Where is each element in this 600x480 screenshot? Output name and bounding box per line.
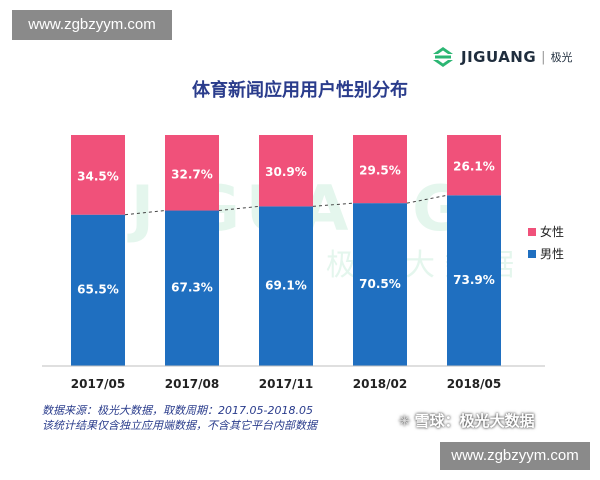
site-watermark-top: www.zgbzyym.com <box>12 10 172 40</box>
data-label-male: 70.5% <box>359 277 401 291</box>
snowball-watermark: ✳ 雪球：极光大数据 <box>398 410 535 431</box>
bar-female <box>165 135 219 211</box>
data-label-female: 29.5% <box>359 163 401 177</box>
data-label-female: 32.7% <box>171 167 213 181</box>
bar-male <box>259 206 313 366</box>
site-watermark-bottom: www.zgbzyym.com <box>440 442 590 470</box>
data-label-male: 73.9% <box>453 273 495 287</box>
x-tick-label: 2017/05 <box>71 377 125 391</box>
bar-female <box>71 135 125 215</box>
snowball-icon: ✳ <box>398 412 411 430</box>
source-line-2: 该统计结果仅含独立应用端数据，不含其它平台内部数据 <box>42 419 317 432</box>
bar-male <box>353 203 407 366</box>
data-label-female: 34.5% <box>77 169 119 183</box>
bar-male <box>71 214 125 366</box>
brand-name: JIGUANG <box>461 48 537 66</box>
x-tick-label: 2017/08 <box>165 377 219 391</box>
bar-male <box>447 195 501 366</box>
brand-cn-name: 极光 <box>550 51 573 64</box>
snowball-watermark-text: 雪球：极光大数据 <box>414 412 535 430</box>
legend-swatch <box>528 250 536 258</box>
bar-male <box>165 210 219 366</box>
legend-label: 男性 <box>540 247 564 261</box>
bar-female <box>353 135 407 204</box>
brand-logo: JIGUANG | 极光 <box>430 42 573 72</box>
x-tick-label: 2018/02 <box>353 377 407 391</box>
legend-label: 女性 <box>540 224 564 239</box>
data-label-female: 26.1% <box>453 159 495 173</box>
x-tick-label: 2018/05 <box>447 377 501 391</box>
jiguang-logo-icon <box>433 47 453 67</box>
data-label-male: 65.5% <box>77 282 119 296</box>
data-label-male: 69.1% <box>265 278 307 292</box>
source-line-1: 数据来源：极光大数据，取数周期：2017.05-2018.05 <box>42 404 313 417</box>
bar-female <box>259 135 313 207</box>
brand-separator: | <box>541 49 546 65</box>
legend-swatch <box>528 228 536 236</box>
x-tick-label: 2017/11 <box>259 377 313 391</box>
source-note: 数据来源：极光大数据，取数周期：2017.05-2018.05 该统计结果仅含独… <box>42 403 317 433</box>
data-label-female: 30.9% <box>265 165 307 179</box>
data-label-male: 67.3% <box>171 280 213 294</box>
bar-female <box>447 135 501 196</box>
trend-line <box>124 194 448 216</box>
chart-title: 体育新闻应用用户性别分布 <box>192 80 408 101</box>
